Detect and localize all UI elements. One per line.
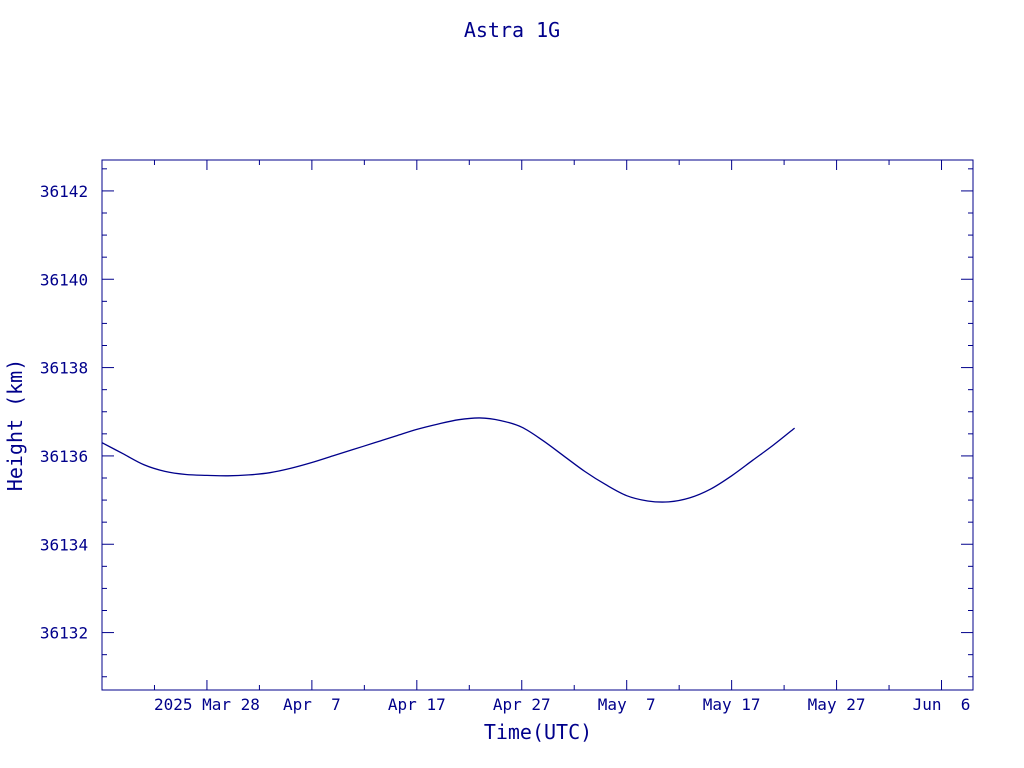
y-tick-label: 36136 [40,447,88,466]
x-axis-tick-labels: 2025 Mar 28 Apr 7 Apr 17 Apr 27 May 7 May 17 M… [154,695,970,714]
x-tick-label: May 27 [808,695,866,714]
x-tick-label: May 17 [703,695,761,714]
x-axis-label: Time(UTC) [484,720,592,744]
series-group [101,417,796,503]
x-tick-label: Apr 17 [388,695,446,714]
x-tick-label: May 7 [598,695,656,714]
y-tick-label: 36132 [40,624,88,643]
y-tick-label: 36138 [40,359,88,378]
x-tick-label: 2025 Mar 28 [154,695,260,714]
y-tick-label: 36140 [40,270,88,289]
y-axis-tick-labels: 36132 36134 36136 36138 36140 36142 [40,182,88,643]
x-tick-label: Apr 7 [283,695,341,714]
y-tick-label: 36142 [40,182,88,201]
series-line-height [101,417,796,503]
chart-title: Astra 1G [464,18,560,42]
x-tick-label: Jun 6 [913,695,971,714]
x-axis-ticks [153,160,943,690]
y-axis-label: Height (km) [3,359,27,491]
y-axis-ticks [102,168,973,678]
x-tick-label: Apr 27 [493,695,551,714]
y-tick-label: 36134 [40,535,88,554]
plot-frame [101,159,974,691]
